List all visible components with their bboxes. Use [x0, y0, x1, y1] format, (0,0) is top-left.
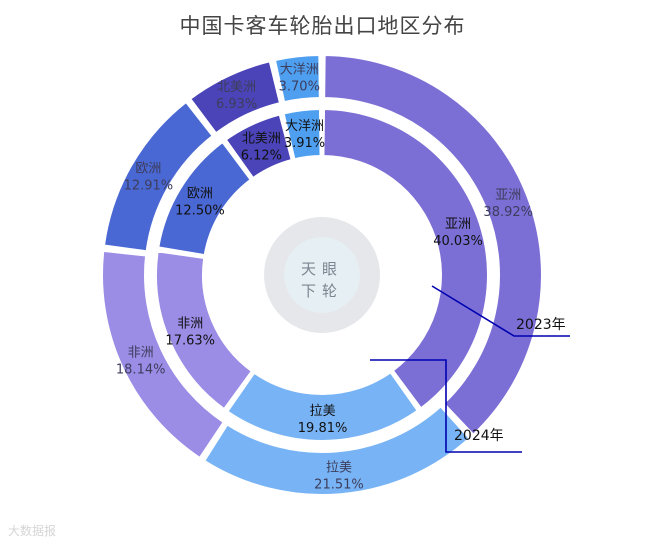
outer-label-value-north-america: 6.93%: [216, 97, 257, 112]
outer-label-name-africa: 非洲: [128, 345, 154, 360]
outer-slice-north-america: [188, 60, 282, 135]
callout-label-2024: 2024年: [454, 428, 504, 444]
outer-slice-europe: [102, 100, 215, 253]
outer-label-name-oceania: 大洋洲: [280, 62, 319, 77]
inner-label-value-africa: 17.63%: [165, 334, 215, 349]
chart-title: 中国卡客车轮胎出口地区分布: [179, 14, 466, 38]
inner-label-value-asia: 40.03%: [433, 234, 483, 249]
outer-label-value-oceania: 3.70%: [279, 79, 320, 94]
outer-label-value-asia: 38.92%: [483, 205, 533, 220]
outer-label-name-latam: 拉美: [326, 460, 352, 475]
callout-line-2023: [431, 285, 570, 337]
outer-label-name-europe: 欧洲: [135, 162, 161, 177]
inner-slice-latam: [226, 370, 420, 442]
outer-label-value-latam: 21.51%: [314, 477, 364, 492]
outer-label-value-africa: 18.14%: [116, 362, 166, 377]
logo-tire-center: [284, 237, 360, 313]
inner-slice-africa: [155, 250, 254, 411]
inner-label-name-asia: 亚洲: [445, 217, 471, 232]
outer-slice-latam: [202, 404, 471, 496]
inner-label-name-latam: 拉美: [310, 404, 336, 419]
outer-slice-oceania: [273, 54, 321, 104]
inner-label-value-europe: 12.50%: [175, 204, 225, 219]
logo-watermark: 天眼下轮: [264, 217, 380, 333]
source-watermark: 大数据报: [8, 524, 57, 538]
series-callouts: 2023年 2024年: [370, 285, 570, 453]
inner-slice-north-america: [224, 113, 293, 180]
inner-label-name-europe: 欧洲: [187, 187, 213, 202]
outer-slice-africa: [101, 249, 226, 460]
inner-label-name-north-america: 北美洲: [242, 131, 281, 146]
inner-slice-europe: [157, 140, 253, 257]
inner-slice-oceania: [282, 107, 322, 161]
inner-label-value-latam: 19.81%: [298, 421, 348, 436]
inner-label-value-north-america: 6.12%: [241, 148, 282, 163]
logo-text: 天眼下轮: [301, 260, 343, 300]
inner-label-name-oceania: 大洋洲: [285, 119, 324, 134]
inner-label-value-oceania: 3.91%: [284, 136, 325, 151]
outer-label-name-north-america: 北美洲: [217, 80, 256, 95]
callout-line-2024: [370, 359, 522, 453]
outer-label-name-asia: 亚洲: [495, 188, 521, 203]
outer-ring-2024: 亚洲 38.92% 拉美 21.51% 非洲 18.14% 欧洲 12.91% 北美洲 6.93%…: [101, 54, 543, 496]
outer-label-value-europe: 12.91%: [124, 179, 174, 194]
inner-slice-asia: [322, 107, 489, 410]
inner-ring-2023: 亚洲 40.03% 拉美 19.81% 非洲 17.63% 欧洲 12.50% 北美洲 6.12%…: [155, 107, 489, 442]
callout-label-2023: 2023年: [516, 317, 566, 333]
outer-slice-asia: [323, 54, 543, 437]
inner-label-name-africa: 非洲: [177, 317, 203, 332]
